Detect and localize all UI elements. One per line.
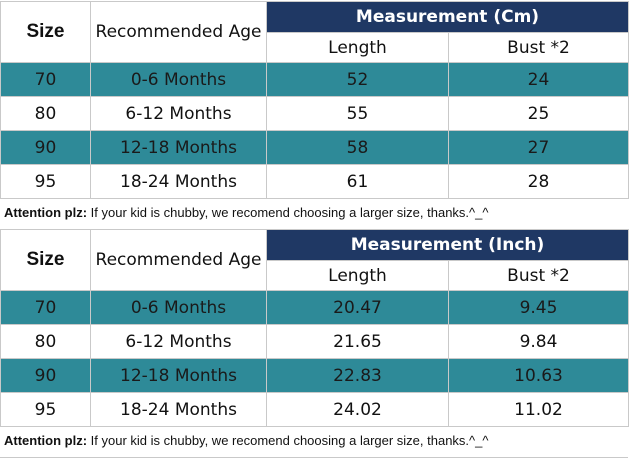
table-row: 70 0-6 Months 52 24 xyxy=(0,62,629,97)
table-row: 80 6-12 Months 55 25 xyxy=(0,96,629,131)
attention-text: If your kid is chubby, we recomend choos… xyxy=(87,433,489,448)
table-subheader-row: Length Bust *2 xyxy=(1,32,629,63)
size-cell: 80 xyxy=(0,324,91,359)
bust-cell: 24 xyxy=(448,62,629,97)
length-cell: 61 xyxy=(266,164,449,199)
size-cell: 95 xyxy=(0,392,91,427)
size-cell: 70 xyxy=(0,62,91,97)
bust-cell: 10.63 xyxy=(448,358,629,393)
size-cell: 95 xyxy=(0,164,91,199)
table-row: 80 6-12 Months 21.65 9.84 xyxy=(0,324,629,359)
age-cell: 6-12 Months xyxy=(90,324,267,359)
bust-cell: 9.45 xyxy=(448,290,629,325)
table-row: 95 18-24 Months 61 28 xyxy=(0,164,629,199)
length-column-header: Length xyxy=(266,260,449,291)
age-column-header: Recommended Age xyxy=(90,229,267,291)
size-cell: 90 xyxy=(0,358,91,393)
length-cell: 21.65 xyxy=(266,324,449,359)
size-column-header: Size xyxy=(0,1,91,63)
bust-column-header: Bust *2 xyxy=(448,32,629,63)
bust-cell: 11.02 xyxy=(448,392,629,427)
table-row: 70 0-6 Months 20.47 9.45 xyxy=(0,290,629,325)
measurement-header-cm: Measurement (Cm) xyxy=(266,1,629,33)
bust-column-header: Bust *2 xyxy=(448,260,629,291)
size-cell: 70 xyxy=(0,290,91,325)
length-cell: 52 xyxy=(266,62,449,97)
table-row: 90 12-18 Months 22.83 10.63 xyxy=(0,358,629,393)
measurement-header-inch: Measurement (Inch) xyxy=(266,229,629,261)
size-table-cm: Size Recommended Age Measurement (Cm) Le… xyxy=(0,1,629,199)
table-row: 95 18-24 Months 24.02 11.02 xyxy=(0,392,629,427)
length-cell: 58 xyxy=(266,130,449,165)
age-cell: 0-6 Months xyxy=(90,62,267,97)
length-column-header: Length xyxy=(266,32,449,63)
age-cell: 6-12 Months xyxy=(90,96,267,131)
size-column-header: Size xyxy=(0,229,91,291)
bust-cell: 28 xyxy=(448,164,629,199)
age-cell: 12-18 Months xyxy=(90,358,267,393)
attention-label: Attention plz: xyxy=(4,433,88,448)
size-cell: 90 xyxy=(0,130,91,165)
attention-note: Attention plz: If your kid is chubby, we… xyxy=(0,424,628,458)
table-header-row: Size Recommended Age Measurement (Inch) xyxy=(0,229,629,291)
bust-cell: 9.84 xyxy=(448,324,629,359)
age-column-header: Recommended Age xyxy=(90,1,267,63)
bust-cell: 25 xyxy=(448,96,629,131)
size-table-inch: Size Recommended Age Measurement (Inch) … xyxy=(0,229,629,427)
size-cell: 80 xyxy=(0,96,91,131)
attention-note: Attention plz: If your kid is chubby, we… xyxy=(0,196,628,230)
age-cell: 0-6 Months xyxy=(90,290,267,325)
length-cell: 24.02 xyxy=(266,392,449,427)
age-cell: 18-24 Months xyxy=(90,392,267,427)
age-cell: 18-24 Months xyxy=(90,164,267,199)
bust-cell: 27 xyxy=(448,130,629,165)
table-row: 90 12-18 Months 58 27 xyxy=(0,130,629,165)
table-header-row: Size Recommended Age Measurement (Cm) xyxy=(0,1,629,63)
length-cell: 55 xyxy=(266,96,449,131)
length-cell: 20.47 xyxy=(266,290,449,325)
age-cell: 12-18 Months xyxy=(90,130,267,165)
attention-text: If your kid is chubby, we recomend choos… xyxy=(87,205,489,220)
length-cell: 22.83 xyxy=(266,358,449,393)
table-subheader-row: Length Bust *2 xyxy=(1,260,629,291)
attention-label: Attention plz: xyxy=(4,205,88,220)
